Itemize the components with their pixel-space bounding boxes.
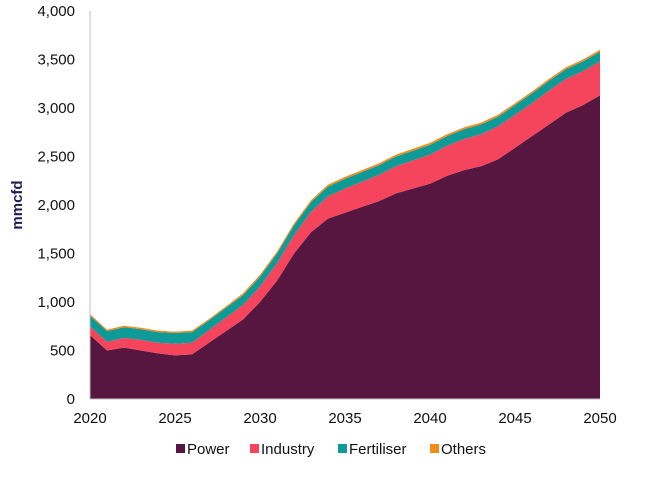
y-tick-label: 3,500 — [37, 52, 75, 69]
legend-item-others: Others — [430, 441, 486, 458]
x-tick-label: 2045 — [498, 410, 531, 427]
legend-swatch — [430, 444, 439, 453]
y-tick-label: 500 — [50, 343, 75, 360]
legend-item-power: Power — [176, 441, 230, 458]
y-axis-tick-labels: 0 500 1,000 1,500 2,000 2,500 3,000 3,500 4,000 — [37, 3, 75, 408]
legend-item-fertiliser: Fertiliser — [338, 441, 407, 458]
legend-swatch — [250, 444, 259, 453]
area-fertiliser — [90, 51, 600, 344]
area-industry — [90, 61, 600, 356]
y-tick-label: 1,000 — [37, 294, 75, 311]
x-tick-label: 2040 — [413, 410, 446, 427]
y-tick-label: 2,000 — [37, 197, 75, 214]
area-power — [90, 95, 600, 400]
legend-swatch — [176, 444, 185, 453]
legend-item-industry: Industry — [250, 441, 315, 458]
y-tick-label: 3,000 — [37, 100, 75, 117]
y-tick-label: 2,500 — [37, 149, 75, 166]
x-axis-tick-labels: 2020 2025 2030 2035 2040 2045 2050 — [73, 410, 616, 427]
x-tick-label: 2030 — [243, 410, 276, 427]
y-axis-label: mmcfd — [9, 180, 26, 229]
legend-label: Industry — [261, 441, 315, 458]
area-series-group — [90, 49, 600, 400]
y-tick-label: 1,500 — [37, 246, 75, 263]
y-tick-label: 0 — [67, 391, 75, 408]
x-tick-label: 2050 — [583, 410, 616, 427]
x-tick-label: 2020 — [73, 410, 106, 427]
legend-label: Others — [441, 441, 486, 458]
legend-label: Power — [187, 441, 230, 458]
legend: Power Industry Fertiliser Others — [176, 441, 486, 458]
y-tick-label: 4,000 — [37, 3, 75, 20]
x-tick-label: 2035 — [328, 410, 361, 427]
legend-label: Fertiliser — [349, 441, 407, 458]
x-tick-label: 2025 — [158, 410, 191, 427]
legend-swatch — [338, 444, 347, 453]
